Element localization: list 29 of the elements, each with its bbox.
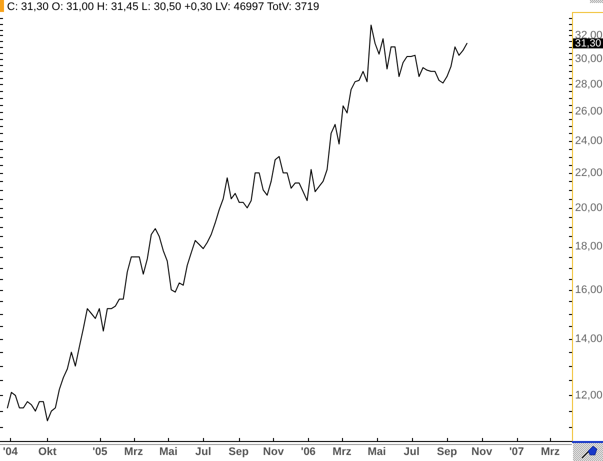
y-tick-label: 16,00 (575, 284, 603, 296)
x-tick-label: '06 (300, 446, 316, 458)
x-tick-label: Mrz (332, 446, 352, 458)
y-tick-label: 26,00 (575, 106, 603, 118)
y-tick-label: 20,00 (575, 202, 603, 214)
line-series (6, 24, 468, 422)
x-tick-label: Mrz (124, 446, 144, 458)
x-tick-label: Okt (38, 446, 57, 458)
x-tick-label: Mai (159, 446, 178, 458)
y-tick-label: 22,00 (575, 166, 603, 179)
y-tick-label: 14,00 (575, 332, 603, 345)
x-tick-label: Jul (404, 446, 420, 458)
x-tick-label: Mrz (540, 446, 560, 458)
y-tick-label: 24,00 (575, 134, 603, 147)
x-tick-label: Nov (263, 446, 285, 458)
annotation: 31,30 (575, 37, 602, 50)
x-tick-label: Sep (228, 446, 249, 458)
x-tick-label: Mai (368, 446, 386, 458)
x-tick-label: '04 (2, 446, 19, 458)
y-tick-label: 30,00 (575, 52, 603, 65)
y-tick-label: 28,00 (575, 78, 603, 90)
y-tick-label: 12,00 (575, 389, 603, 402)
chart-title: C: 31,30 O: 31,00 H: 31,45 L: 30,50 +0,30 LV: 46997 TotV: 3719 (7, 1, 320, 13)
x-tick-label: Nov (471, 446, 494, 458)
x-tick-label: Sep (436, 446, 458, 458)
y-tick-label: 18,00 (575, 240, 603, 253)
x-tick-label: '05 (92, 446, 108, 458)
x-tick-label: '07 (509, 446, 524, 458)
x-tick-label: Jul (195, 446, 212, 458)
